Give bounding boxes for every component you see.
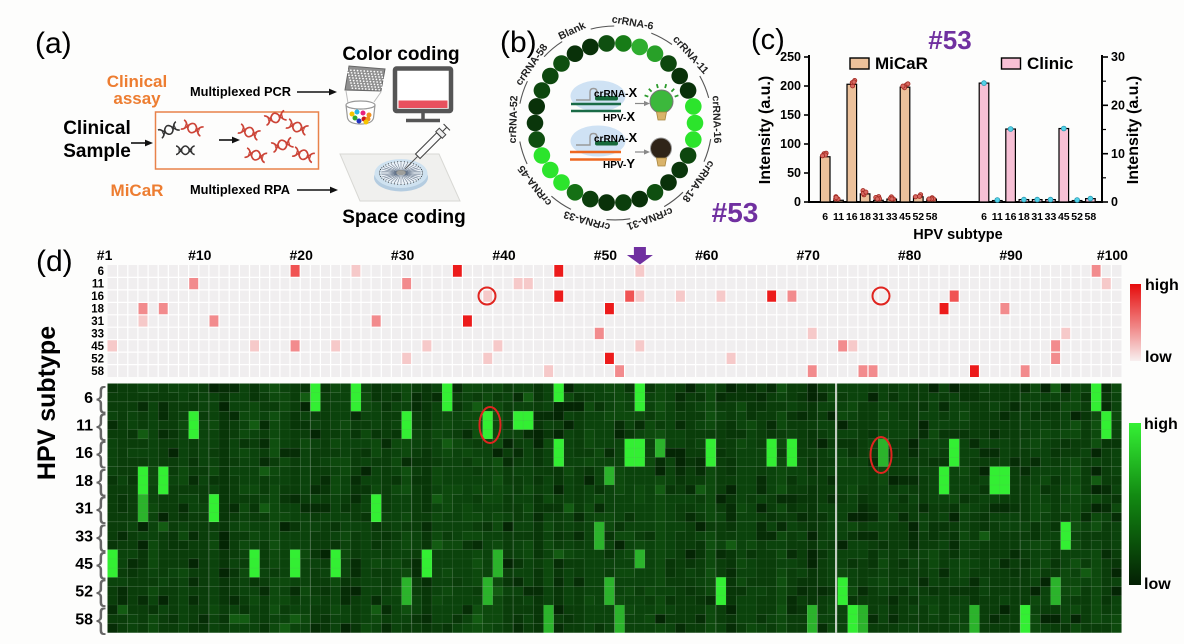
svg-text:(b): (b) <box>500 26 537 59</box>
svg-text:33: 33 <box>1045 211 1057 223</box>
svg-text:58: 58 <box>75 611 93 628</box>
svg-text:HPV subtype: HPV subtype <box>913 227 1002 243</box>
svg-text:45: 45 <box>1058 211 1070 223</box>
svg-text:33: 33 <box>75 528 93 545</box>
svg-text:low: low <box>1145 349 1172 366</box>
svg-text:(d): (d) <box>36 245 73 278</box>
svg-text:#60: #60 <box>695 247 719 263</box>
svg-text:#53: #53 <box>712 197 759 228</box>
svg-text:20: 20 <box>1111 99 1125 113</box>
svg-text:45: 45 <box>91 341 104 353</box>
svg-text:crRNA-X: crRNA-X <box>594 130 637 145</box>
svg-text:33: 33 <box>886 211 898 223</box>
svg-text:16: 16 <box>846 211 858 223</box>
svg-text:{: { <box>96 603 106 636</box>
svg-text:{: { <box>96 548 106 581</box>
svg-text:{: { <box>96 575 106 608</box>
svg-text:high: high <box>1144 416 1178 433</box>
svg-text:low: low <box>1144 576 1171 593</box>
svg-text:150: 150 <box>780 108 801 122</box>
svg-text:MiCaR: MiCaR <box>111 181 164 200</box>
svg-text:45: 45 <box>75 556 93 573</box>
svg-text:HPV-Y: HPV-Y <box>603 156 635 171</box>
svg-text:6: 6 <box>98 266 104 278</box>
svg-text:Intensity (a.u.): Intensity (a.u.) <box>1125 76 1142 184</box>
svg-text:#70: #70 <box>797 247 821 263</box>
svg-text:16: 16 <box>75 445 93 462</box>
svg-text:crRNA-16: crRNA-16 <box>710 95 724 143</box>
svg-text:18: 18 <box>859 211 871 223</box>
svg-text:33: 33 <box>91 329 104 341</box>
svg-text:#20: #20 <box>290 247 314 263</box>
svg-text:assay: assay <box>113 89 161 108</box>
svg-text:6: 6 <box>84 390 93 407</box>
svg-text:crRNA-52: crRNA-52 <box>507 95 521 143</box>
svg-text:#90: #90 <box>999 247 1023 263</box>
svg-text:Multiplexed RPA: Multiplexed RPA <box>190 182 290 197</box>
svg-text:6: 6 <box>822 211 828 223</box>
svg-text:31: 31 <box>873 211 885 223</box>
svg-text:11: 11 <box>92 279 105 291</box>
svg-text:52: 52 <box>912 211 924 223</box>
svg-text:45: 45 <box>899 211 911 223</box>
svg-text:16: 16 <box>91 291 104 303</box>
svg-text:Intensity (a.u.): Intensity (a.u.) <box>757 76 774 184</box>
svg-text:11: 11 <box>992 211 1003 223</box>
svg-text:100: 100 <box>780 137 801 151</box>
svg-text:11: 11 <box>76 418 93 435</box>
svg-text:HPV subtype: HPV subtype <box>33 326 61 480</box>
svg-text:HPV-X: HPV-X <box>603 109 635 124</box>
svg-text:Sample: Sample <box>63 141 131 162</box>
svg-text:31: 31 <box>75 501 93 518</box>
svg-text:18: 18 <box>75 473 93 490</box>
svg-text:#1: #1 <box>97 247 113 263</box>
svg-text:18: 18 <box>91 304 104 316</box>
svg-text:#100: #100 <box>1097 247 1128 263</box>
svg-text:#80: #80 <box>898 247 922 263</box>
svg-text:0: 0 <box>1111 195 1118 209</box>
svg-text:58: 58 <box>1085 211 1097 223</box>
svg-text:31: 31 <box>1031 211 1043 223</box>
svg-text:52: 52 <box>75 584 93 601</box>
svg-text:Clinical: Clinical <box>63 118 131 139</box>
svg-text:Clinical: Clinical <box>107 72 167 91</box>
svg-text:crRNA-X: crRNA-X <box>594 85 637 100</box>
svg-text:#40: #40 <box>492 247 516 263</box>
svg-text:{: { <box>96 464 106 497</box>
svg-text:11: 11 <box>833 211 844 223</box>
svg-text:Clinic: Clinic <box>1027 54 1073 73</box>
svg-text:6: 6 <box>981 211 987 223</box>
svg-text:{: { <box>96 381 106 414</box>
svg-text:#53: #53 <box>928 25 971 55</box>
svg-text:52: 52 <box>1071 211 1083 223</box>
svg-text:0: 0 <box>794 195 801 209</box>
svg-text:#30: #30 <box>391 247 415 263</box>
svg-text:18: 18 <box>1018 211 1030 223</box>
svg-text:#50: #50 <box>594 247 618 263</box>
svg-text:52: 52 <box>91 353 104 365</box>
svg-text:31: 31 <box>91 316 104 328</box>
svg-text:10: 10 <box>1111 147 1125 161</box>
svg-text:MiCaR: MiCaR <box>875 54 928 73</box>
svg-text:200: 200 <box>780 79 801 93</box>
svg-text:{: { <box>96 409 106 442</box>
svg-text:Color coding: Color coding <box>342 44 459 65</box>
svg-text:#10: #10 <box>188 247 212 263</box>
svg-text:(a): (a) <box>35 27 72 60</box>
svg-text:16: 16 <box>1005 211 1017 223</box>
svg-text:Space coding: Space coding <box>342 207 466 228</box>
svg-text:Multiplexed PCR: Multiplexed PCR <box>190 84 291 99</box>
svg-text:50: 50 <box>787 166 801 180</box>
svg-text:{: { <box>96 437 106 470</box>
svg-text:{: { <box>96 520 106 553</box>
svg-text:58: 58 <box>926 211 938 223</box>
svg-text:(c): (c) <box>751 24 785 56</box>
svg-text:30: 30 <box>1111 50 1125 64</box>
svg-text:58: 58 <box>91 366 104 378</box>
svg-text:high: high <box>1145 277 1179 294</box>
svg-text:{: { <box>96 492 106 525</box>
svg-text:250: 250 <box>780 50 801 64</box>
